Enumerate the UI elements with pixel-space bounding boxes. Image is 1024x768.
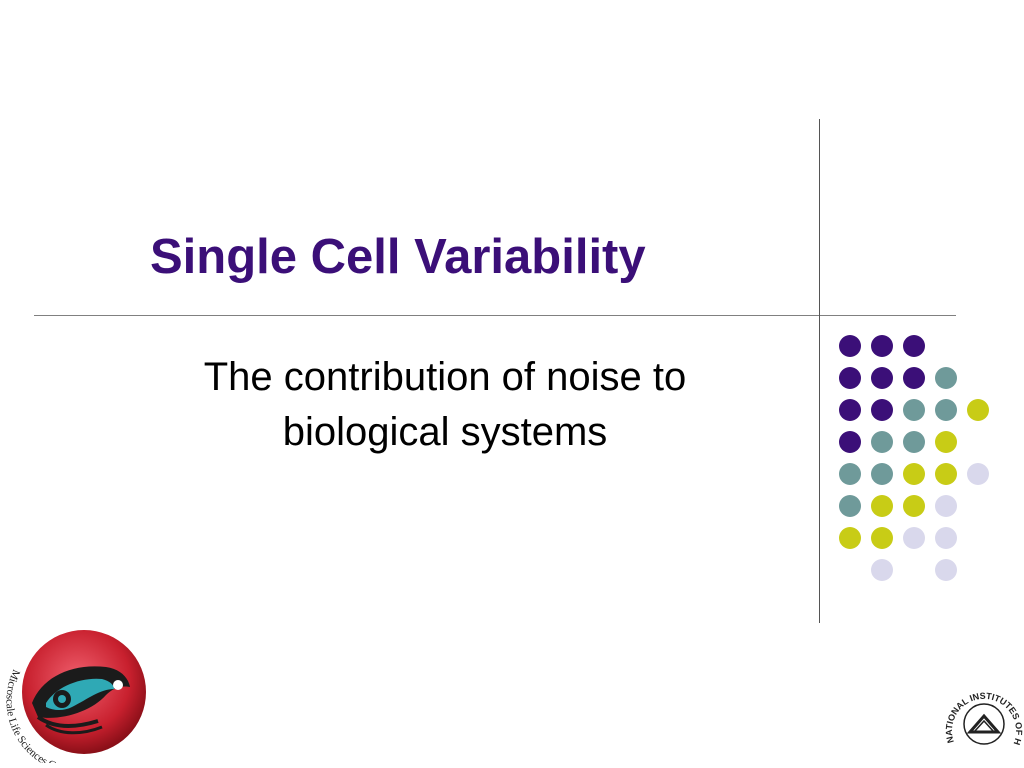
- decorative-dot: [935, 399, 957, 421]
- salmon-emblem-icon: Microscale Life Sciences Center: [3, 630, 146, 763]
- decorative-dot: [967, 399, 989, 421]
- vertical-divider: [819, 119, 820, 623]
- decorative-dot: [903, 367, 925, 389]
- decorative-dot: [903, 527, 925, 549]
- decorative-dot: [935, 559, 957, 581]
- decorative-dot: [839, 399, 861, 421]
- decorative-dot: [871, 495, 893, 517]
- decorative-dot: [871, 463, 893, 485]
- decorative-dot: [903, 335, 925, 357]
- nih-emblem-icon: NATIONAL INSTITUTES OF HEALTH: [944, 680, 1024, 746]
- decorative-dot: [871, 335, 893, 357]
- decorative-dot: [935, 495, 957, 517]
- decorative-dot: [839, 431, 861, 453]
- decorative-dot: [903, 495, 925, 517]
- decorative-dot: [839, 335, 861, 357]
- decorative-dot: [839, 495, 861, 517]
- decorative-dot: [903, 399, 925, 421]
- decorative-dot: [839, 463, 861, 485]
- decorative-dot: [935, 431, 957, 453]
- decorative-dot: [839, 367, 861, 389]
- horizontal-divider: [34, 315, 956, 316]
- decorative-dot: [871, 367, 893, 389]
- decorative-dot: [871, 431, 893, 453]
- decorative-dot: [871, 399, 893, 421]
- decorative-dot: [967, 463, 989, 485]
- decorative-dot: [903, 463, 925, 485]
- slide-title: Single Cell Variability: [150, 230, 646, 284]
- decorative-dot: [871, 527, 893, 549]
- decorative-dot: [871, 559, 893, 581]
- decorative-dot: [839, 527, 861, 549]
- slide-subtitle: The contribution of noise to biological …: [203, 355, 687, 454]
- decorative-dot: [903, 431, 925, 453]
- decorative-dot: [935, 527, 957, 549]
- decorative-dot: [935, 367, 957, 389]
- decorative-dot: [935, 463, 957, 485]
- logo-right-text: NATIONAL INSTITUTES OF HEALTH: [944, 680, 1024, 746]
